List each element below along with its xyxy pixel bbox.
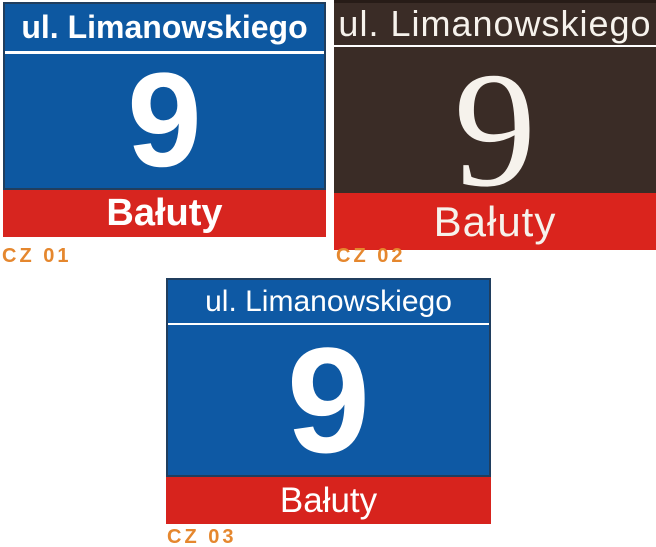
plate-body: ul. Limanowskiego 9 bbox=[334, 0, 656, 212]
street-name: ul. Limanowskiego bbox=[21, 9, 308, 45]
variant-label-cz03: CZ 03 bbox=[167, 526, 237, 547]
building-number: 9 bbox=[127, 46, 202, 195]
district-name: Bałuty bbox=[106, 192, 223, 234]
address-plate-cz02: ul. Limanowskiego 9 Bałuty bbox=[334, 0, 656, 250]
plate-body: ul. Limanowskiego 9 bbox=[166, 278, 491, 477]
separator-line bbox=[334, 45, 656, 47]
plate-body: ul. Limanowskiego 9 bbox=[3, 2, 326, 190]
building-number: 9 bbox=[453, 38, 537, 221]
separator-line bbox=[5, 51, 324, 54]
address-plate-cz01: ul. Limanowskiego 9 Bałuty bbox=[3, 2, 326, 237]
district-strip: Bałuty bbox=[334, 193, 656, 250]
district-name: Bałuty bbox=[433, 197, 557, 245]
variant-label-cz02: CZ 02 bbox=[336, 245, 406, 267]
district-strip: Bałuty bbox=[166, 477, 491, 524]
variant-label-cz01: CZ 01 bbox=[2, 245, 72, 267]
address-plate-cz03: ul. Limanowskiego 9 Bałuty bbox=[166, 278, 491, 524]
street-name: ul. Limanowskiego bbox=[338, 3, 652, 44]
district-strip: Bałuty bbox=[3, 190, 326, 237]
street-name: ul. Limanowskiego bbox=[205, 284, 452, 318]
building-number: 9 bbox=[286, 316, 371, 484]
district-name: Bałuty bbox=[279, 480, 378, 520]
separator-line bbox=[168, 323, 489, 325]
